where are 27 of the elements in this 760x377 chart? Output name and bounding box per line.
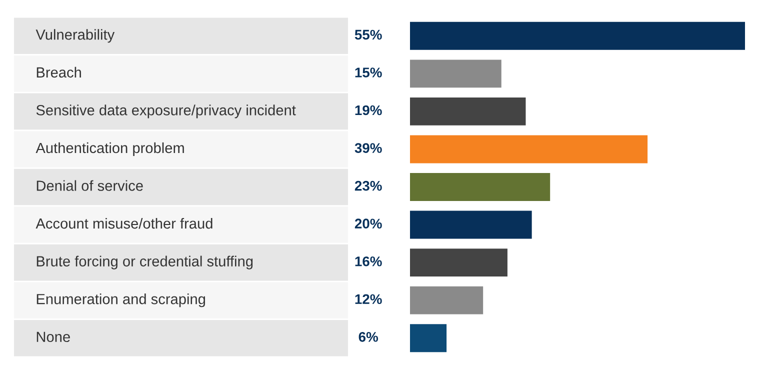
data-label: 20% [354,218,382,229]
y-tick-label: None [36,332,70,342]
data-label: 16% [355,256,382,266]
y-tick-label: Authentication problem [36,142,184,156]
data-label: 6% [358,332,378,342]
bar [410,324,447,352]
bar [410,173,550,201]
y-tick-label: Account misuse/other fraud [36,218,212,229]
data-label: 12% [355,294,382,304]
data-label: 19% [355,105,382,116]
data-label: 55% [354,30,382,40]
bar [410,22,745,50]
bar [410,286,484,314]
y-tick-label: Vulnerability [36,29,115,43]
y-tick-label: Breach [36,66,81,78]
data-label: 23% [354,180,382,191]
bar [410,97,526,126]
bar [410,210,532,239]
bar [410,248,508,277]
bar [410,60,502,88]
data-label: 15% [355,68,382,78]
data-label: 39% [354,143,382,153]
y-tick-label: Sensitive data exposure/privacy incident [36,104,296,118]
y-tick-label: Denial of service [36,180,143,191]
y-tick-label: Brute forcing or credential stuffing [36,256,253,270]
y-tick-label: Enumeration and scraping [36,294,206,308]
bar [410,135,648,164]
